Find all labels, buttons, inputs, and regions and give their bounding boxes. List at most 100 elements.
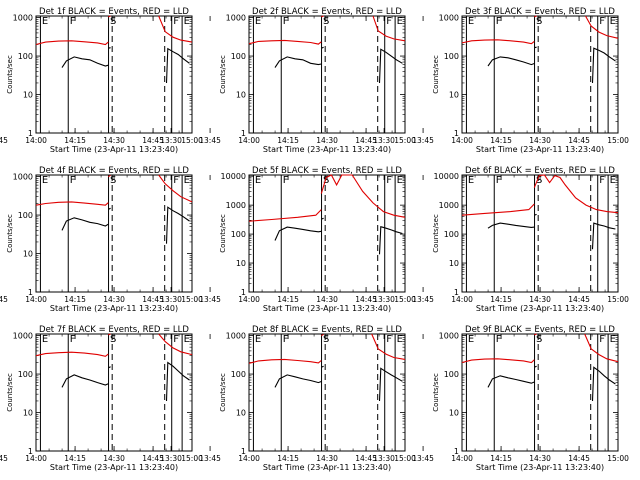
x-axis-label: Start Time (23-Apr-11 13:23:40)	[263, 463, 391, 472]
y-tick-label: 10	[23, 250, 33, 259]
y-axis-ticks	[462, 175, 618, 293]
y-tick-label: 10	[236, 259, 246, 268]
x-tick-label: 13:45	[0, 454, 8, 463]
y-tick-label: 1	[454, 129, 459, 138]
lld-rate-line	[158, 333, 193, 356]
events-rate-line	[108, 366, 111, 369]
lld-rate-line	[534, 15, 537, 18]
marker-label: E	[397, 334, 403, 345]
events-rate-line	[487, 56, 535, 67]
panel-title: Det 3f BLACK = Events, RED = LLD	[465, 7, 615, 17]
events-rate-line	[108, 47, 111, 49]
marker-label: E	[255, 334, 261, 345]
y-tick-label: 1000	[13, 14, 33, 23]
x-tick-label: 14:15	[490, 136, 512, 145]
x-tick-label: 14:30	[103, 295, 125, 304]
y-tick-label: 1	[454, 447, 459, 456]
y-axis-label: Counts/sec	[432, 55, 440, 94]
events-rate-line	[165, 361, 190, 402]
y-tick-label: 100	[18, 211, 33, 220]
y-axis-label: Counts/sec	[6, 55, 14, 94]
lld-rate-line	[248, 209, 322, 222]
y-tick-label: 10000	[434, 172, 459, 181]
marker-label: F	[496, 334, 502, 345]
marker-label: F	[173, 334, 179, 345]
y-tick-label: 10	[449, 409, 459, 418]
lld-rate-line	[585, 15, 619, 39]
events-rate-line	[591, 222, 616, 250]
y-tick-label: 1000	[13, 332, 33, 341]
marker-label: S	[110, 175, 116, 186]
y-tick-label: 1	[28, 288, 33, 297]
marker-label: F	[599, 334, 605, 345]
x-tick-label: 13:30	[373, 454, 395, 463]
x-tick-label: 14:30	[103, 136, 125, 145]
x-tick-label: 15:00	[607, 454, 629, 463]
events-rate-line	[321, 46, 324, 49]
y-tick-label: 1000	[439, 14, 459, 23]
y-tick-label: 100	[231, 370, 246, 379]
x-tick-label: 13:45	[0, 136, 8, 145]
y-tick-label: 100	[444, 370, 459, 379]
panel-title: Det 1f BLACK = Events, RED = LLD	[39, 7, 189, 17]
panel-title: Det 8f BLACK = Events, RED = LLD	[252, 325, 402, 335]
x-tick-label: 13:45	[199, 295, 221, 304]
lld-rate-line	[158, 15, 193, 43]
marker-label: S	[323, 175, 329, 186]
events-rate-line	[274, 56, 322, 68]
y-axis-ticks	[462, 335, 618, 452]
panel-det-3: Det 3f BLACK = Events, RED = LLD 1 10 100 10…	[373, 7, 629, 154]
y-tick-label: 1	[454, 288, 459, 297]
lld-rate-line	[108, 333, 111, 336]
panel-det-6: Det 6f BLACK = Events, RED = LLD 1 10 100 10…	[373, 166, 629, 313]
y-tick-label: 10	[236, 409, 246, 418]
marker-label: F	[496, 16, 502, 27]
events-rate-line	[274, 226, 322, 241]
x-tick-label: 13:30	[373, 295, 395, 304]
lld-rate-line	[248, 39, 322, 45]
y-axis-label: Counts/sec	[432, 214, 440, 253]
x-tick-label: 14:45	[568, 454, 590, 463]
events-rate-line	[487, 375, 535, 388]
x-tick-label: 14:45	[142, 136, 164, 145]
x-tick-label: 14:15	[277, 295, 299, 304]
plot-frame	[461, 174, 619, 293]
marker-label: F	[599, 16, 605, 27]
x-tick-label: 15:00	[394, 136, 416, 145]
y-axis-ticks	[249, 175, 405, 293]
x-tick-label: 14:00	[238, 295, 260, 304]
marker-label: F	[173, 175, 179, 186]
lld-rate-line	[461, 203, 535, 216]
events-rate-line	[378, 367, 403, 402]
marker-label: F	[386, 16, 392, 27]
panel-title: Det 9f BLACK = Events, RED = LLD	[465, 325, 615, 335]
marker-label: F	[496, 175, 502, 186]
events-rate-line	[61, 217, 109, 231]
marker-label: S	[323, 16, 329, 27]
panel-det-9: Det 9f BLACK = Events, RED = LLD 1 10 100 10…	[373, 325, 629, 472]
events-rate-line	[487, 222, 535, 229]
x-tick-label: 14:15	[490, 295, 512, 304]
y-axis-ticks	[36, 17, 192, 134]
events-rate-line	[591, 47, 616, 84]
panel-det-8: Det 8f BLACK = Events, RED = LLD 1 10 100 10…	[160, 325, 416, 472]
x-tick-label: 13:45	[199, 136, 221, 145]
lld-rate-line	[320, 174, 406, 218]
lld-rate-line	[321, 333, 324, 337]
x-tick-label: 13:30	[160, 136, 182, 145]
y-tick-label: 10	[449, 259, 459, 268]
x-tick-label: 15:00	[181, 136, 203, 145]
y-tick-label: 1000	[226, 14, 246, 23]
marker-label: S	[110, 334, 116, 345]
events-rate-line	[591, 366, 616, 402]
panel-det-2: Det 2f BLACK = Events, RED = LLD 1 10 100 10…	[160, 7, 416, 154]
x-tick-label: 13:30	[160, 454, 182, 463]
x-tick-label: 13:45	[412, 295, 434, 304]
marker-label: F	[283, 16, 289, 27]
plot-frame	[35, 174, 193, 293]
x-tick-label: 14:00	[238, 454, 260, 463]
marker-label: E	[397, 175, 403, 186]
x-tick-label: 14:00	[451, 454, 473, 463]
events-rate-line	[378, 48, 403, 84]
marker-label: S	[536, 334, 542, 345]
